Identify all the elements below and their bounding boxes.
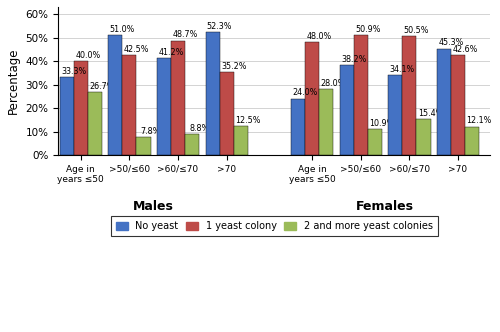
Text: 24.0%: 24.0% [292,88,318,98]
Bar [171,41,185,155]
Text: Females: Females [356,200,414,213]
Text: 34.1%: 34.1% [390,65,415,74]
Bar [305,42,319,155]
Bar [60,77,74,155]
Bar [185,134,199,155]
Text: 48.0%: 48.0% [306,32,332,41]
Text: 7.8%: 7.8% [140,126,161,135]
Text: 42.6%: 42.6% [452,45,478,54]
Bar [220,72,234,155]
Bar [319,89,334,155]
Text: 51.0%: 51.0% [110,25,135,34]
Bar [354,36,368,155]
Bar [465,126,479,155]
Text: 52.3%: 52.3% [207,22,233,31]
Text: 26.7%: 26.7% [89,82,114,91]
Bar [206,32,220,155]
Text: 12.5%: 12.5% [235,116,260,124]
Bar [291,99,305,155]
Text: 41.2%: 41.2% [158,48,184,57]
Bar [451,55,465,155]
Bar [368,129,382,155]
Text: 50.5%: 50.5% [404,26,429,35]
Text: 8.8%: 8.8% [189,124,210,133]
Text: 45.3%: 45.3% [438,39,464,47]
Text: 15.4%: 15.4% [418,109,444,118]
Text: Males: Males [134,200,174,213]
Legend: No yeast, 1 yeast colony, 2 and more yeast colonies: No yeast, 1 yeast colony, 2 and more yea… [111,216,438,236]
Text: 40.0%: 40.0% [75,51,100,60]
Bar [402,36,416,155]
Bar [108,35,122,155]
Text: 35.2%: 35.2% [221,62,246,71]
Text: 12.1%: 12.1% [466,117,492,125]
Y-axis label: Percentage: Percentage [7,48,20,114]
Bar [416,119,430,155]
Text: 50.9%: 50.9% [355,25,380,34]
Text: 28.0%: 28.0% [320,79,346,88]
Text: 48.7%: 48.7% [172,31,198,40]
Bar [340,65,353,155]
Text: 42.5%: 42.5% [124,45,149,54]
Bar [136,137,150,155]
Bar [388,75,402,155]
Text: 38.2%: 38.2% [341,55,366,64]
Text: 33.3%: 33.3% [61,67,86,76]
Bar [122,55,136,155]
Bar [437,48,451,155]
Bar [234,126,248,155]
Bar [74,61,88,155]
Bar [88,92,102,155]
Bar [157,58,171,155]
Text: 10.9%: 10.9% [370,119,394,128]
